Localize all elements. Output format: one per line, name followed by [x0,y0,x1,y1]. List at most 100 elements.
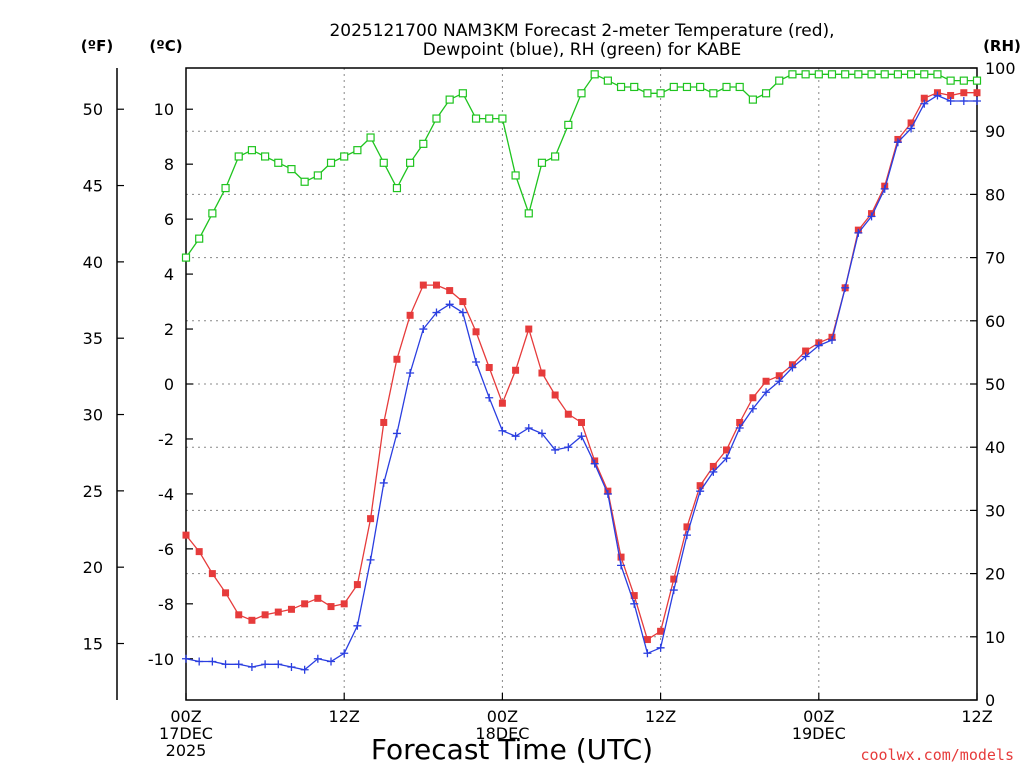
temperature-point [512,366,520,374]
temperature-point [907,119,915,127]
temperature-point [723,446,731,454]
rh-point [590,70,599,79]
temperature-point [235,611,243,619]
rh-point [287,165,296,174]
celsius-tick-label: -4 [158,485,174,504]
dewpoint-point [392,429,401,438]
chart-title: 2025121700 NAM3KM Forecast 2-meter Tempe… [329,21,834,60]
rh-point [841,70,850,79]
temperature-point [485,364,493,372]
dewpoint-point [643,649,652,658]
temperature-point [419,281,427,289]
rh-point [959,76,968,85]
rh-point [261,152,270,161]
rh-point [827,70,837,79]
dewpoint-point [788,363,797,372]
dewpoint-point [801,352,810,361]
temperature-point [182,531,190,539]
temperature-point [775,372,783,380]
temperature-point [762,377,770,385]
rh-point [761,89,771,98]
rh-point [274,158,283,167]
x-tick-label: 18DEC [475,724,529,743]
rh-tick-label: 10 [985,628,1005,647]
dewpoint-point [182,654,190,663]
rh-tick-label: 30 [985,501,1005,520]
temperature-line [185,92,977,641]
fahrenheit-unit-label: (ºF) [81,37,113,55]
dewpoint-point [340,649,349,658]
fahrenheit-tick-label: 25 [83,482,103,501]
rh-point [564,120,573,129]
chart-title-line-2: Dewpoint (blue), RH (green) for KABE [423,40,741,60]
celsius-tick-label: 8 [164,155,174,174]
rh-point [221,183,230,193]
dewpoint-point [524,423,533,432]
rh-point [392,183,402,193]
dewpoint-point [537,429,546,438]
rh-point [406,158,415,167]
rh-point [722,82,731,92]
temperature-point [459,298,467,306]
rh-point [630,82,639,92]
rh-point [577,89,586,98]
dewpoint-point [814,341,823,350]
dewpoint-point [893,138,902,147]
rh-point [656,89,665,98]
celsius-tick-label: -10 [148,650,174,669]
rh-point [419,139,428,148]
rh-point [867,70,876,79]
rh-point [379,158,388,167]
temperature-point [287,605,295,613]
temperature-point [538,369,546,377]
rh-point [551,152,560,161]
x-tick-label: 19DEC [792,724,846,743]
dewpoint-point [748,404,757,413]
rh-point [366,133,375,142]
dewpoint-point [221,660,230,669]
dewpoint-point [775,377,784,386]
temperature-point [472,328,480,336]
rh-tick-label: 100 [985,59,1016,78]
dewpoint-point [472,358,481,367]
temperature-point [696,482,704,490]
dewpoint-point [313,654,322,663]
dewpoint-point [511,432,520,441]
dewpoint-point [854,228,863,237]
temperature-point [657,627,665,635]
temperature-point [973,89,981,97]
rh-point [524,209,533,218]
rh-point [972,76,982,85]
dewpoint-point [498,426,507,435]
rh-tick-label: 20 [985,565,1005,584]
rh-point [300,177,309,186]
rh-point [920,70,929,79]
dewpoint-point [630,599,639,608]
dewpoint-point [841,283,850,292]
rh-point [682,82,692,92]
data-series [181,70,982,674]
series-rh [181,70,982,262]
dewpoint-point [880,184,889,193]
dewpoint-point [445,300,454,309]
rh-point [511,171,520,180]
dewpoint-point [485,393,494,402]
rh-point [788,70,797,79]
dewpoint-point [946,96,955,105]
dewpoint-point [762,388,771,397]
rh-unit-label: (RH) [983,37,1021,55]
rh-point [208,209,217,218]
rh-tick-label: 40 [985,438,1005,457]
rh-point [458,89,467,98]
temperature-point [406,311,414,319]
dewpoint-point [603,489,612,498]
fahrenheit-tick-label: 35 [83,329,103,348]
rh-point [326,158,336,167]
x-tick-label: 12Z [329,707,360,726]
rh-point [181,253,191,262]
x-tick-label: 2025 [166,741,207,760]
dewpoint-point [617,561,626,570]
rh-point [603,76,612,85]
